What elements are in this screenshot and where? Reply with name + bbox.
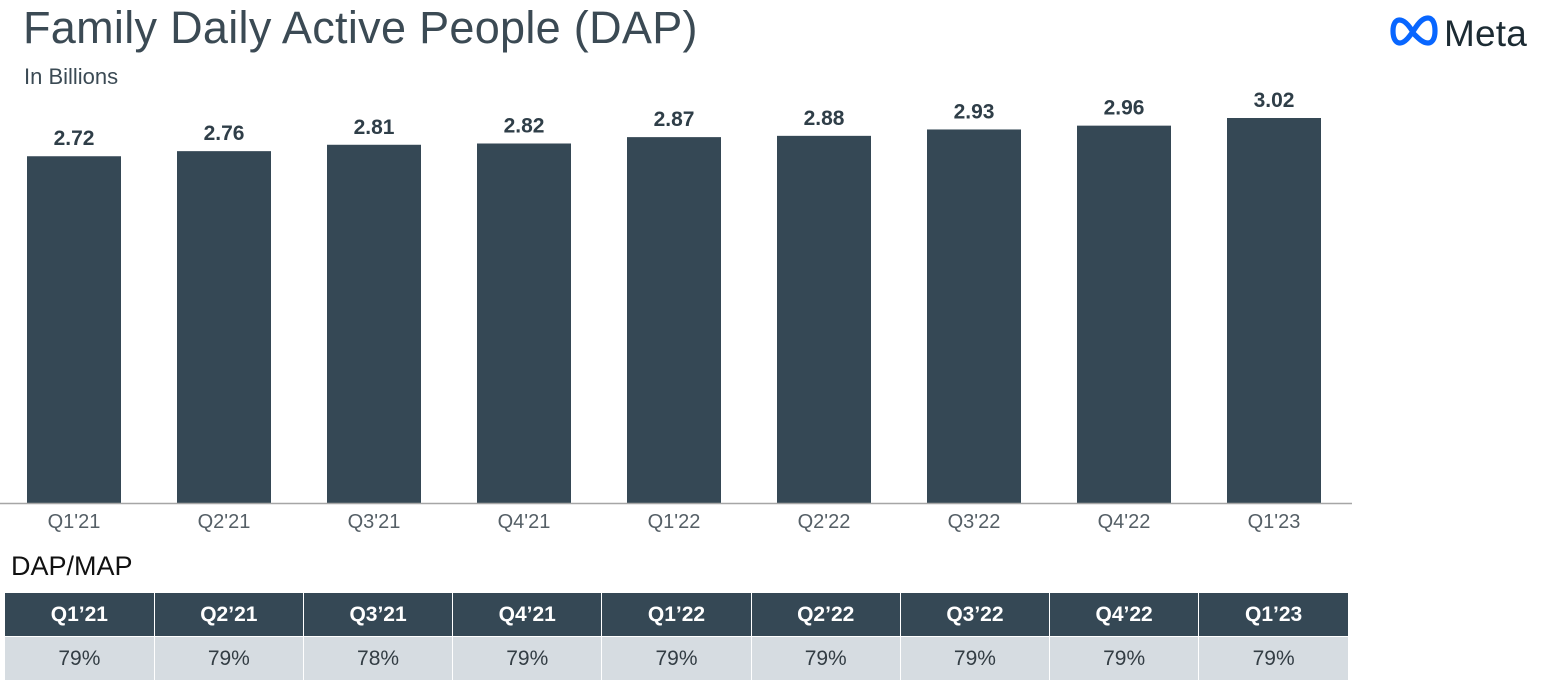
data-label-5: 2.87	[654, 108, 695, 131]
table-header-row: Q1’21 Q2’21 Q3’21 Q4’21 Q1’22 Q2’22 Q3’22 Q4’22…	[5, 593, 1348, 637]
bar-4	[477, 143, 571, 503]
x-tick-label-3: Q3'21	[348, 511, 401, 533]
table-cell: 79%	[154, 636, 304, 680]
data-label-2: 2.76	[204, 122, 245, 145]
bar-5	[627, 137, 721, 504]
bar-8	[1077, 125, 1171, 503]
table-cell: 79%	[751, 636, 901, 680]
x-tick-label-8: Q4'22	[1098, 511, 1151, 533]
table-column-header: Q4’21	[452, 593, 603, 637]
dap-map-table: Q1’21 Q2’21 Q3’21 Q4’21 Q1’22 Q2’22 Q3’22 Q4’22…	[5, 593, 1348, 680]
x-tick-label-4: Q4'21	[498, 511, 551, 533]
x-tick-label-7: Q3'22	[948, 511, 1001, 533]
table-cell: 79%	[900, 636, 1051, 680]
bar-6	[777, 135, 871, 503]
table-cell: 79%	[601, 636, 752, 680]
data-label-4: 2.82	[504, 114, 545, 137]
table-column-header: Q3’21	[303, 593, 454, 637]
table-heading: DAP/MAP	[11, 551, 133, 581]
table-column-header: Q1’22	[601, 593, 752, 637]
meta-brand: Meta	[1390, 12, 1527, 56]
table-column-header: Q3’22	[900, 593, 1051, 637]
chart-subtitle: In Billions	[24, 64, 119, 89]
x-tick-label-5: Q1'22	[648, 511, 701, 533]
data-label-8: 2.96	[1104, 97, 1145, 120]
table-column-header: Q2’21	[154, 593, 304, 637]
table-cell: 79%	[452, 636, 603, 680]
brand-name: Meta	[1444, 13, 1528, 54]
x-tick-label-9: Q1'23	[1248, 511, 1301, 533]
table-cell: 79%	[1198, 636, 1348, 680]
x-tick-label-1: Q1'21	[48, 511, 101, 533]
chart-title: Family Daily Active People (DAP)	[23, 2, 698, 53]
table-row: 79% 79% 78% 79% 79% 79% 79% 79% 79%	[5, 636, 1348, 680]
data-label-9: 3.02	[1254, 89, 1295, 112]
table-cell: 79%	[1049, 636, 1200, 680]
bar-2	[177, 151, 271, 503]
bar-3	[327, 144, 421, 503]
meta-infinity-icon	[1390, 15, 1438, 46]
table-column-header: Q1’23	[1198, 593, 1348, 637]
bar-7	[927, 129, 1021, 503]
bar-1	[27, 156, 121, 503]
bar-chart: 2.72 Q1'21 2.76 Q2'21 2.81 Q3'21 2.82 Q4'21 2.87…	[0, 89, 1352, 533]
data-label-1: 2.72	[54, 127, 95, 150]
table-column-header: Q1’21	[5, 593, 155, 637]
table-cell: 78%	[303, 636, 454, 680]
bar-9	[1227, 118, 1321, 503]
table-column-header: Q4’22	[1049, 593, 1200, 637]
x-tick-label-6: Q2'22	[798, 511, 851, 533]
table-column-header: Q2’22	[751, 593, 901, 637]
data-label-3: 2.81	[354, 116, 395, 139]
table-cell: 79%	[5, 636, 155, 680]
data-label-6: 2.88	[804, 107, 845, 130]
data-label-7: 2.93	[954, 100, 995, 123]
x-tick-label-2: Q2'21	[198, 511, 251, 533]
